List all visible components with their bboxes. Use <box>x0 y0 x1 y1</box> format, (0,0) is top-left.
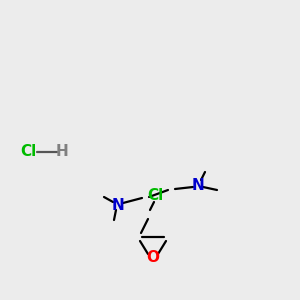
Text: Cl: Cl <box>147 188 163 202</box>
Text: O: O <box>146 250 160 266</box>
Text: N: N <box>112 197 124 212</box>
Text: Cl: Cl <box>20 145 36 160</box>
Text: N: N <box>192 178 204 193</box>
Text: H: H <box>56 145 68 160</box>
